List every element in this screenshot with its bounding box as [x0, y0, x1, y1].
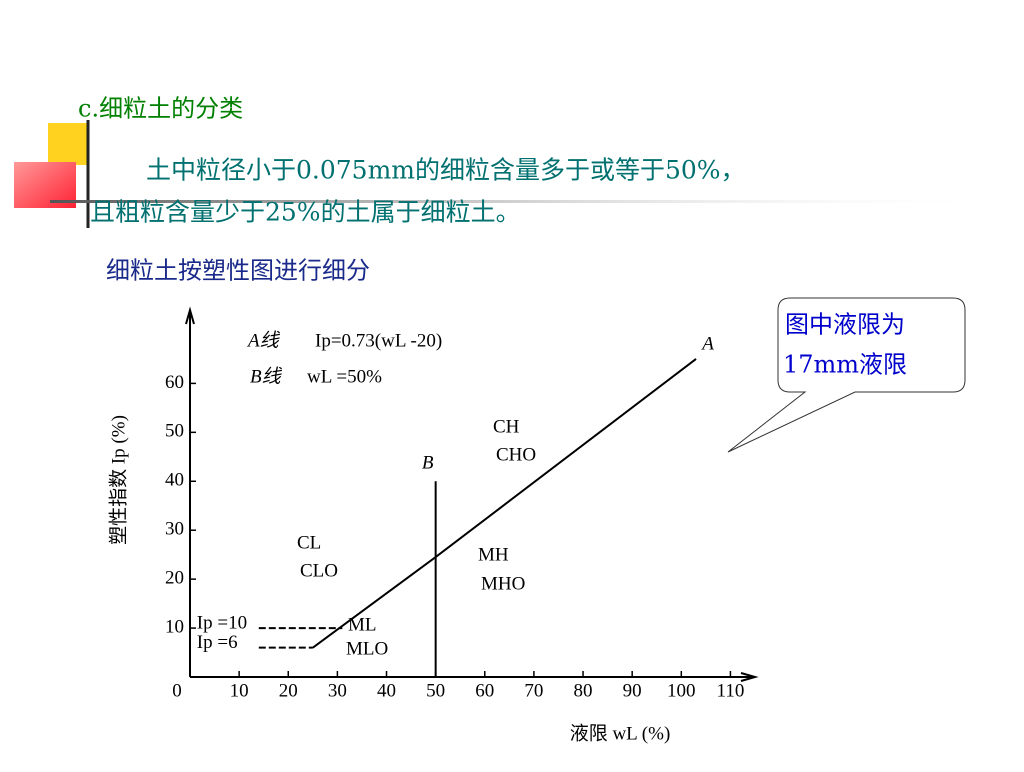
region-label: MHO	[481, 573, 525, 594]
y-tick-label: 10	[165, 616, 184, 637]
annotation: B线	[250, 366, 283, 387]
region-label: CL	[297, 532, 321, 553]
x-tick-label: 100	[667, 680, 696, 701]
series-label: A	[700, 333, 714, 354]
chart: 塑性指数 Ip (%) 液限 wL (%) A线 Ip=0.73(wL -20)…	[107, 306, 759, 744]
y-arrow	[185, 306, 195, 325]
x-arrow	[740, 672, 759, 682]
x-tick-label: 50	[426, 680, 445, 701]
x-tick-label: 110	[717, 680, 745, 701]
y-tick-label: 20	[165, 567, 184, 588]
x-tick-label: 70	[524, 680, 543, 701]
region-label: MH	[478, 544, 509, 565]
region-label: CLO	[300, 560, 338, 581]
x-tick-label: 60	[475, 680, 494, 701]
subheading: 细粒土按塑性图进行细分	[106, 257, 370, 285]
deco-yellow	[48, 123, 88, 165]
y-tick-label: 30	[165, 519, 184, 540]
series-label: B	[422, 453, 434, 474]
series-line	[312, 358, 697, 649]
annotation: Ip=0.73(wL -20)	[315, 330, 442, 351]
x-tick-label: 40	[377, 680, 396, 701]
x-tick-label: 20	[279, 680, 298, 701]
x-tick-label: 0	[172, 680, 182, 701]
x-tick-label: 80	[574, 680, 593, 701]
series-label: Ip =10	[197, 612, 247, 633]
heading: c.细粒土的分类	[78, 95, 243, 123]
callout-text: 图中液限为	[785, 311, 905, 339]
x-axis-label: 液限 wL (%)	[570, 722, 671, 744]
x-tick-label: 10	[230, 680, 249, 701]
y-axis-label: 塑性指数 Ip (%)	[107, 415, 129, 545]
region-label: CHO	[496, 444, 536, 465]
annotation: wL =50%	[307, 366, 382, 387]
region-label: MLO	[346, 638, 388, 659]
region-label: ML	[348, 614, 377, 635]
paragraph-line: 且粗粒含量少于25%的土属于细粒土。	[90, 198, 521, 227]
x-tick-label: 90	[623, 680, 642, 701]
deco-hline	[50, 200, 970, 203]
annotation: A线	[246, 330, 281, 351]
y-tick-label: 40	[165, 470, 184, 491]
y-tick-label: 60	[165, 372, 184, 393]
paragraph-line: 土中粒径小于0.075mm的细粒含量多于或等于50%，	[146, 156, 746, 185]
x-tick-label: 30	[328, 680, 347, 701]
series-label: Ip =6	[197, 632, 238, 653]
callout-text: 17mm液限	[783, 351, 907, 379]
region-label: CH	[493, 416, 520, 437]
callout-box	[727, 297, 966, 453]
y-tick-label: 50	[165, 421, 184, 442]
